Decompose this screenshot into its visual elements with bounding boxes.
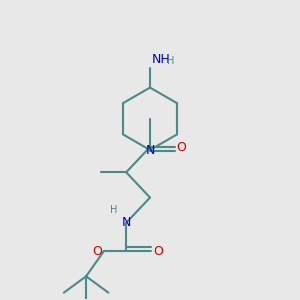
Text: N: N <box>145 143 155 157</box>
Text: O: O <box>177 140 187 154</box>
Text: NH: NH <box>152 53 170 66</box>
Text: H: H <box>110 206 117 215</box>
Text: O: O <box>153 244 163 258</box>
Text: H: H <box>167 56 174 66</box>
Text: N: N <box>122 216 131 229</box>
Text: O: O <box>93 244 102 258</box>
